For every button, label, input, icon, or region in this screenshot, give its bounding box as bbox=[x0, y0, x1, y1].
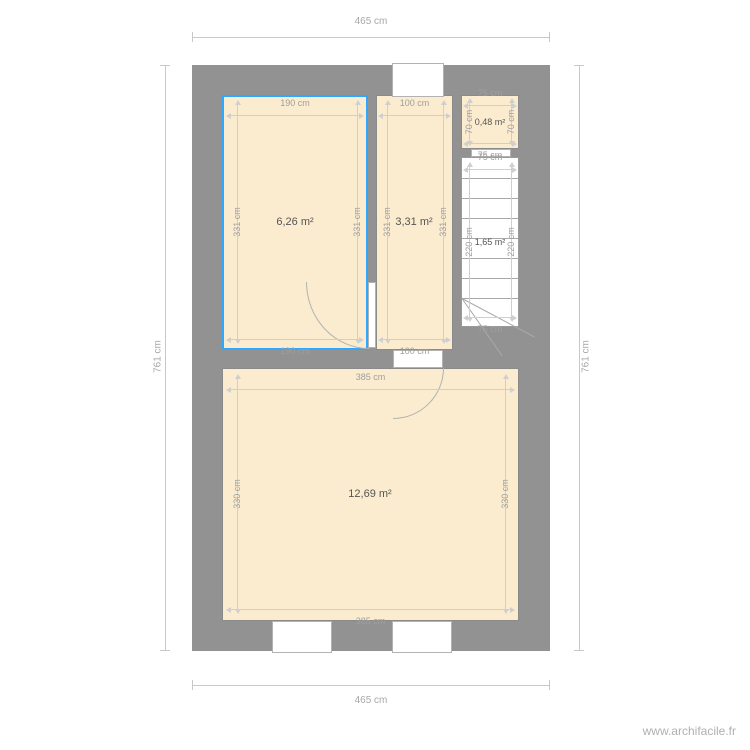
outer-dim-left-label: 761 cm bbox=[153, 329, 164, 385]
area-r1: 6,26 m² bbox=[276, 216, 313, 228]
area-r3: 0,48 m² bbox=[475, 117, 506, 127]
outer-dim-right-label: 761 cm bbox=[581, 329, 592, 385]
idim-r4-right: 220 cm bbox=[506, 162, 516, 322]
outer-dim-right: 761 cm bbox=[572, 65, 586, 651]
idim-r5-left: 330 cm bbox=[232, 374, 242, 614]
idim-r5-top: 385 cm bbox=[226, 384, 515, 394]
idim-r5-right: 330 cm bbox=[500, 374, 510, 614]
outer-dim-top: 465 cm bbox=[192, 30, 550, 44]
idim-r3-right: 70 cm bbox=[506, 98, 516, 146]
area-r5: 12,69 m² bbox=[348, 488, 391, 500]
idim-r1-left: 331 cm bbox=[232, 100, 242, 344]
area-r4: 1,65 m² bbox=[475, 237, 506, 247]
window-top bbox=[392, 63, 444, 97]
idim-r1-bottom: 190 cm bbox=[226, 334, 364, 344]
idim-r2-right: 331 cm bbox=[438, 100, 448, 344]
idim-r4-left: 220 cm bbox=[464, 162, 474, 322]
idim-r1-top: 190 cm bbox=[226, 110, 364, 120]
outer-dim-bottom: 465 cm bbox=[192, 678, 550, 692]
outer-dim-left: 761 cm bbox=[158, 65, 172, 651]
watermark: www.archifacile.fr bbox=[643, 724, 736, 738]
outer-dim-bottom-label: 465 cm bbox=[192, 695, 550, 706]
floorplan-stage: 465 cm 465 cm 761 cm 761 cm bbox=[0, 0, 750, 750]
area-r2: 3,31 m² bbox=[395, 216, 432, 228]
idim-r5-bottom: 385 cm bbox=[226, 604, 515, 614]
wall-v2 bbox=[453, 95, 461, 353]
idim-r3-left: 70 cm bbox=[464, 98, 474, 146]
outer-dim-top-label: 465 cm bbox=[192, 16, 550, 27]
idim-r2-left: 331 cm bbox=[382, 100, 392, 344]
idim-r1-right: 331 cm bbox=[352, 100, 362, 344]
door-r1 bbox=[368, 282, 376, 348]
